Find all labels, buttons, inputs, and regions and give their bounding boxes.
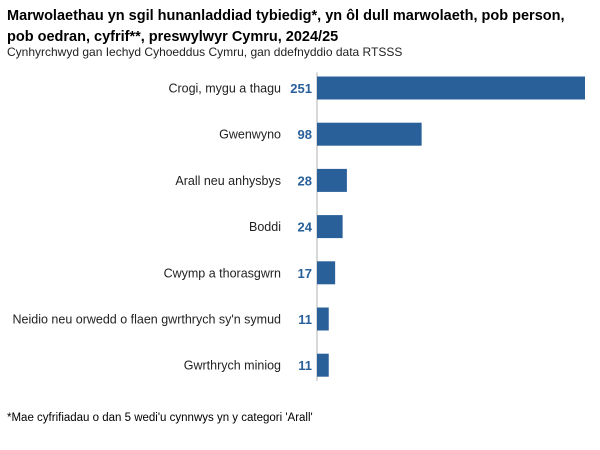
value-label: 251 [290,81,312,96]
category-label: Arall neu anhysbys [175,174,281,188]
bar-group-cwymp-a-thorasgwrn: Cwymp a thorasgwrn 17 [164,261,336,285]
chart-title: Marwolaethau yn sgil hunanladdiad tybied… [7,8,565,45]
bar-group-arall-neu-anhysbys: Arall neu anhysbys 28 [175,168,347,192]
bar-neidio-neu-orwedd-o-flaen-gwrthrych-sy-n-symud [317,307,329,331]
category-label: Cwymp a thorasgwrn [164,266,281,280]
bars-layer: Crogi, mygu a thagu 251 Gwenwyno 98 Arall ne… [13,72,585,381]
bar-gwrthrych-miniog [317,353,329,377]
bar-boddi [317,215,343,239]
category-label: Gwenwyno [219,128,281,142]
value-label: 98 [298,127,312,142]
bar-arall-neu-anhysbys [317,168,347,192]
bar-group-crogi-mygu-a-thagu: Crogi, mygu a thagu 251 [168,76,585,100]
value-label: 24 [298,220,313,235]
bar-group-boddi: Boddi 24 [249,215,343,239]
bar-cwymp-a-thorasgwrn [317,261,336,285]
category-label: Gwrthrych miniog [184,359,281,373]
category-label: Boddi [249,220,281,234]
value-label: 28 [298,173,312,188]
bar-group-gwrthrych-miniog: Gwrthrych miniog 11 [184,353,329,377]
value-label: 11 [298,312,312,327]
value-label: 17 [298,266,312,281]
bar-gwenwyno [317,122,422,146]
category-label: Neidio neu orwedd o flaen gwrthrych sy'n… [13,313,282,327]
chart-subtitle: Cynhyrchwyd gan Iechyd Cyhoeddus Cymru, … [7,45,403,59]
chart-footnote: *Mae cyfrifiadau o dan 5 wedi'u cynnwys … [7,412,313,424]
bar-crogi-mygu-a-thagu [317,76,585,100]
bar-group-gwenwyno: Gwenwyno 98 [219,122,422,146]
bar-group-neidio-neu-orwedd-o-flaen-gwrthrych-sy-n-symud: Neidio neu orwedd o flaen gwrthrych sy'n… [13,307,329,331]
value-label: 11 [298,358,312,373]
category-label: Crogi, mygu a thagu [168,82,281,96]
